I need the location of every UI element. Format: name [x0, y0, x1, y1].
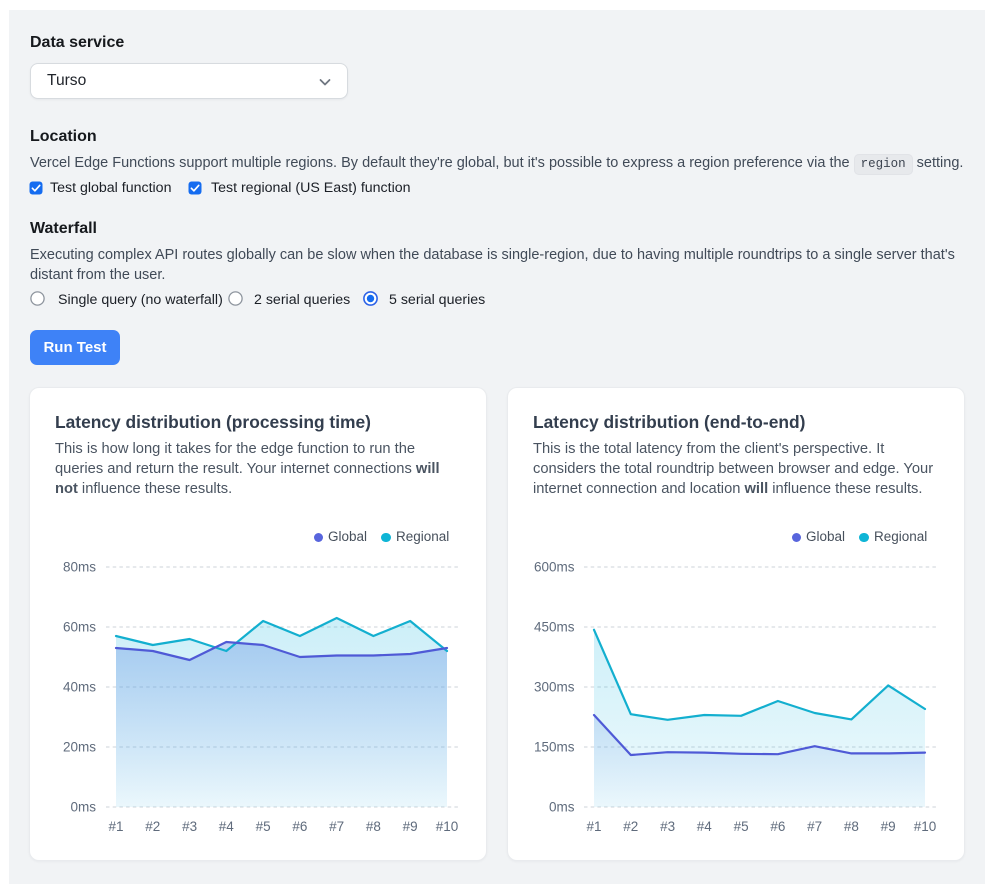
svg-text:60ms: 60ms — [63, 620, 96, 635]
svg-text:#6: #6 — [770, 819, 785, 834]
svg-text:#2: #2 — [145, 819, 160, 834]
svg-text:#1: #1 — [108, 819, 123, 834]
svg-text:#6: #6 — [292, 819, 307, 834]
svg-text:#5: #5 — [256, 819, 271, 834]
svg-text:#7: #7 — [807, 819, 822, 834]
svg-text:#1: #1 — [586, 819, 601, 834]
svg-text:0ms: 0ms — [549, 800, 575, 815]
svg-text:#4: #4 — [219, 819, 235, 834]
svg-text:#10: #10 — [436, 819, 459, 834]
svg-text:#4: #4 — [697, 819, 713, 834]
svg-text:300ms: 300ms — [534, 680, 575, 695]
svg-text:#10: #10 — [914, 819, 937, 834]
svg-text:#7: #7 — [329, 819, 344, 834]
svg-text:80ms: 80ms — [63, 560, 96, 575]
svg-text:20ms: 20ms — [63, 740, 96, 755]
svg-text:150ms: 150ms — [534, 740, 575, 755]
svg-text:#3: #3 — [660, 819, 675, 834]
svg-text:#8: #8 — [366, 819, 381, 834]
svg-text:450ms: 450ms — [534, 620, 575, 635]
svg-text:#9: #9 — [403, 819, 418, 834]
svg-text:0ms: 0ms — [70, 800, 96, 815]
svg-text:#9: #9 — [881, 819, 896, 834]
svg-text:#2: #2 — [623, 819, 638, 834]
svg-text:600ms: 600ms — [534, 560, 575, 575]
svg-text:40ms: 40ms — [63, 680, 96, 695]
svg-text:#5: #5 — [734, 819, 749, 834]
svg-text:#8: #8 — [844, 819, 859, 834]
svg-text:#3: #3 — [182, 819, 197, 834]
